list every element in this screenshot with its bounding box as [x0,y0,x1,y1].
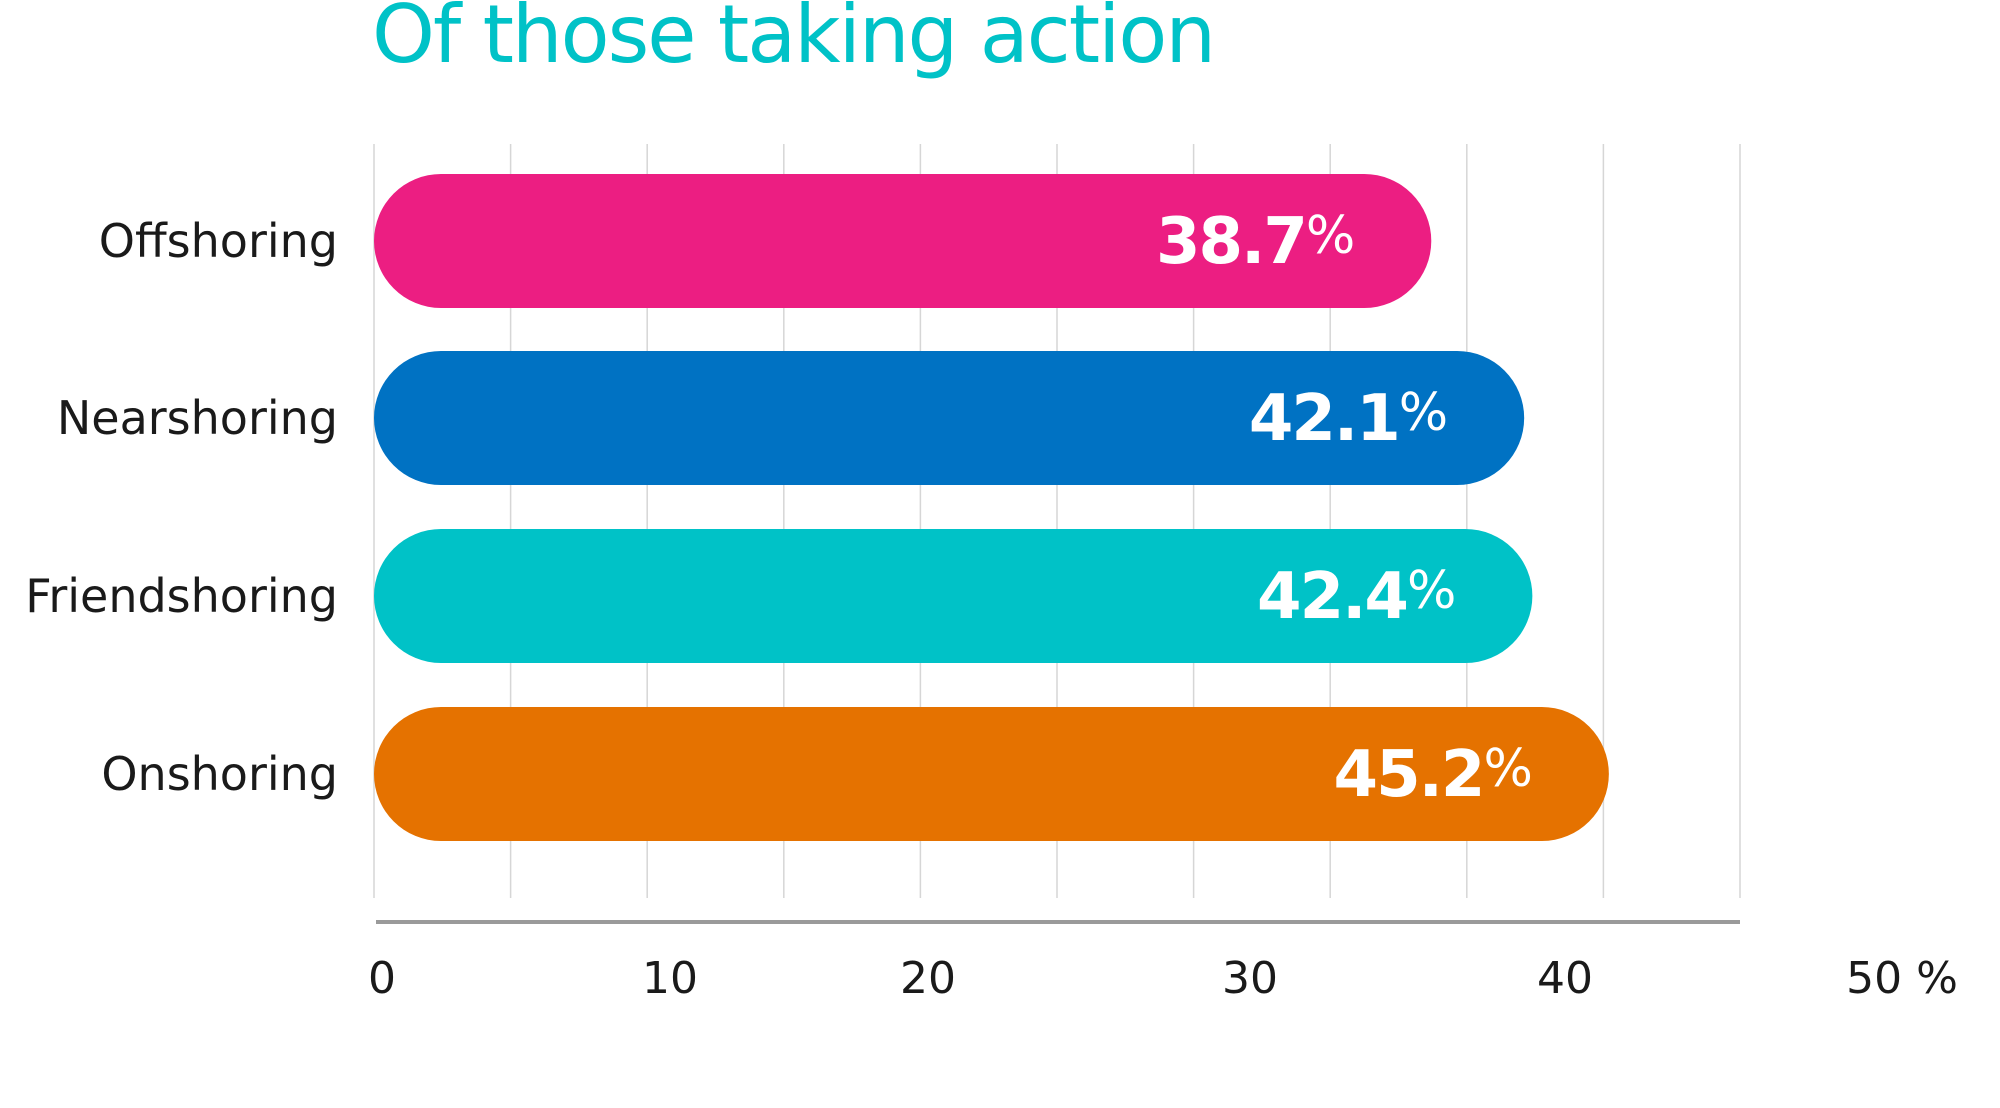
category-label: Nearshoring [57,391,338,445]
data-label: 38.7% [1156,205,1353,279]
data-label: 45.2% [1334,738,1531,812]
bar-offshoring [374,174,1432,308]
bar-onshoring [374,707,1609,841]
x-tick-label: 20 [900,953,956,1004]
category-label: Offshoring [99,214,338,268]
x-tick-label: 0 [368,953,396,1004]
category-label: Onshoring [101,747,338,801]
x-tick-label: 30 [1222,953,1278,1004]
bar-friendshoring [374,529,1533,663]
x-tick-label: 50 % [1846,953,1958,1004]
x-tick-label: 10 [642,953,698,1004]
chart-title: Of those taking action [372,0,1216,81]
category-label: Friendshoring [25,569,338,623]
bar-nearshoring [374,351,1525,485]
x-tick-label: 40 [1537,953,1593,1004]
